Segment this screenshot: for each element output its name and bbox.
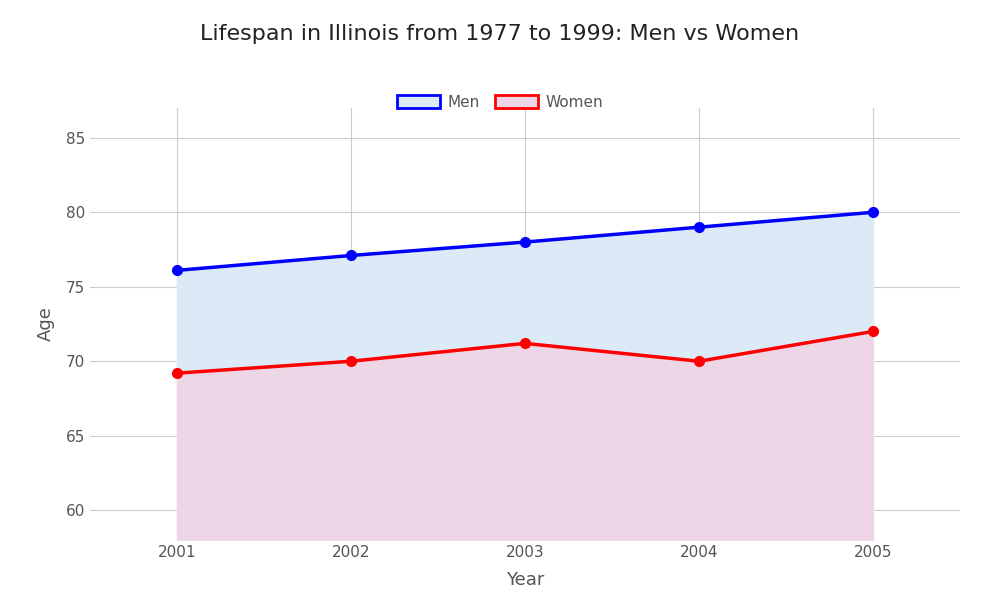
Legend: Men, Women: Men, Women: [391, 89, 609, 116]
Text: Lifespan in Illinois from 1977 to 1999: Men vs Women: Lifespan in Illinois from 1977 to 1999: …: [200, 24, 800, 44]
X-axis label: Year: Year: [506, 571, 544, 589]
Y-axis label: Age: Age: [37, 307, 55, 341]
